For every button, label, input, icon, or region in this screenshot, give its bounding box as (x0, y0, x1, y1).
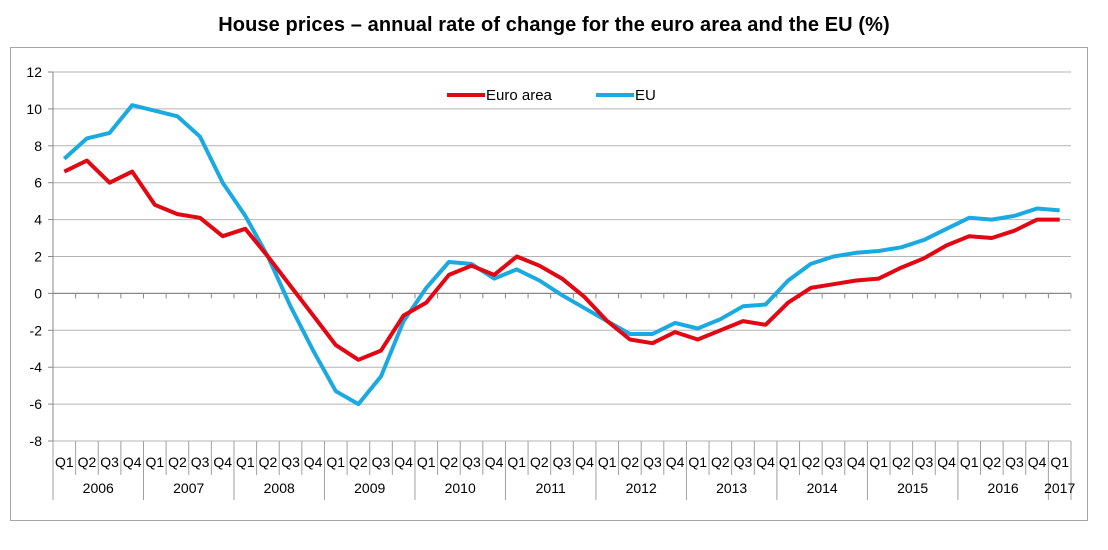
year-label: 2013 (716, 480, 747, 496)
legend-label: EU (635, 87, 656, 104)
quarter-label: Q2 (982, 454, 1001, 470)
quarter-label: Q3 (1005, 454, 1024, 470)
quarter-label: Q4 (1028, 454, 1047, 470)
quarter-label: Q1 (145, 454, 164, 470)
y-tick-label: 8 (34, 138, 42, 154)
quarter-label: Q4 (575, 454, 594, 470)
year-label: 2012 (626, 480, 657, 496)
quarter-label: Q4 (213, 454, 232, 470)
quarter-label: Q4 (937, 454, 956, 470)
y-tick-label: -2 (30, 322, 43, 338)
quarter-label: Q2 (530, 454, 549, 470)
y-tick-label: 2 (34, 249, 42, 265)
y-tick-label: 6 (34, 175, 42, 191)
quarter-label: Q1 (55, 454, 74, 470)
quarter-label: Q3 (643, 454, 662, 470)
quarter-label: Q2 (892, 454, 911, 470)
quarter-label: Q4 (756, 454, 775, 470)
quarter-label: Q1 (598, 454, 617, 470)
year-label: 2015 (897, 480, 928, 496)
y-tick-label: 12 (26, 64, 42, 80)
quarter-label: Q3 (462, 454, 481, 470)
legend-label: Euro area (486, 87, 553, 104)
series-line-euro-area (63, 158, 1060, 362)
year-label: 2014 (807, 480, 838, 496)
quarter-label: Q2 (440, 454, 459, 470)
quarter-label: Q1 (960, 454, 979, 470)
quarter-label: Q3 (100, 454, 119, 470)
year-label: 2017 (1044, 480, 1075, 496)
series-line-eu (62, 103, 1060, 407)
quarter-label: Q4 (485, 454, 504, 470)
quarter-label: Q2 (349, 454, 368, 470)
quarter-label: Q1 (507, 454, 526, 470)
quarter-label: Q1 (326, 454, 345, 470)
quarter-label: Q2 (711, 454, 730, 470)
quarter-label: Q2 (259, 454, 278, 470)
quarter-label: Q1 (688, 454, 707, 470)
chart-title: House prices – annual rate of change for… (218, 14, 890, 36)
quarter-label: Q4 (304, 454, 323, 470)
legend: Euro area EU (447, 87, 656, 104)
quarter-label: Q1 (779, 454, 798, 470)
quarter-label: Q1 (869, 454, 888, 470)
year-label: 2009 (354, 480, 385, 496)
year-label: 2008 (264, 480, 295, 496)
quarter-label: Q3 (824, 454, 843, 470)
year-label: 2016 (988, 480, 1019, 496)
year-label: 2010 (445, 480, 476, 496)
quarter-label: Q3 (915, 454, 934, 470)
quarter-label: Q4 (394, 454, 413, 470)
quarter-label: Q2 (802, 454, 821, 470)
year-label: 2011 (536, 480, 566, 496)
y-tick-label: 4 (34, 212, 42, 228)
quarter-label: Q1 (1050, 454, 1069, 470)
quarter-label: Q3 (734, 454, 753, 470)
quarter-label: Q4 (847, 454, 866, 470)
y-axis: 12 10 8 6 4 2 0 -2 -4 -6 -8 (26, 64, 54, 449)
year-label: 2006 (83, 480, 114, 496)
quarter-label: Q3 (281, 454, 300, 470)
quarter-label: Q4 (666, 454, 685, 470)
quarter-label: Q1 (236, 454, 255, 470)
year-label: 2007 (173, 480, 204, 496)
quarter-label: Q3 (372, 454, 391, 470)
gridlines (53, 71, 1071, 442)
x-axis: Q1 Q2 Q3 Q4 Q1 Q2 Q3 Q4 Q1 Q2 Q3 Q4 Q1 Q2 Q3 Q4 Q1 Q2 Q3 Q4… (52, 292, 1075, 500)
quarter-label: Q3 (191, 454, 210, 470)
chart-frame (10, 47, 1088, 521)
quarter-label: Q3 (553, 454, 572, 470)
y-tick-label: -4 (30, 359, 43, 375)
y-tick-label: -8 (30, 433, 43, 449)
quarter-label: Q2 (168, 454, 187, 470)
quarter-label: Q4 (123, 454, 142, 470)
y-tick-label: 10 (26, 101, 42, 117)
y-tick-label: 0 (34, 285, 42, 301)
quarter-label: Q2 (621, 454, 640, 470)
series-lines (62, 103, 1060, 407)
quarter-label: Q2 (78, 454, 97, 470)
y-tick-label: -6 (30, 396, 43, 412)
quarter-label: Q1 (417, 454, 436, 470)
